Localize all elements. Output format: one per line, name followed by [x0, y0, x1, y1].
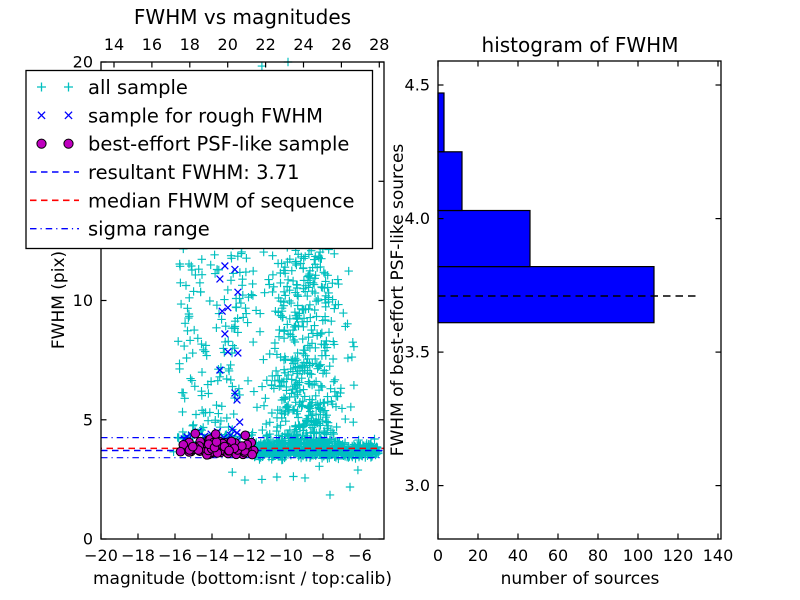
legend-label-rough-fwhm: sample for rough FWHM: [88, 104, 323, 127]
scatter-psf-like-sample: [175, 428, 259, 460]
tick-label: 4.0: [405, 209, 430, 228]
tick-label: 14: [104, 35, 124, 54]
psf-sample-marker: [188, 441, 198, 452]
tick-label: 20: [73, 53, 93, 72]
legend-label-sigma-range: sigma range: [88, 218, 210, 241]
axes-frame: [437, 60, 722, 540]
left-plot-title: FWHM vs magnitudes: [134, 5, 351, 29]
psf-sample-marker: [210, 429, 221, 439]
legend-circle-icon: [63, 138, 74, 149]
tick-label: 24: [293, 35, 313, 54]
all-sample-markers: [169, 57, 383, 500]
tick-label: −6: [348, 546, 372, 565]
tick-label: −20: [84, 546, 118, 565]
legend-frame: [25, 69, 374, 250]
legend-circle-icon: [36, 138, 47, 149]
histogram-xlabel: number of sources: [501, 569, 660, 589]
psf-sample-marker: [224, 445, 234, 456]
psf-sample-marker: [190, 428, 201, 439]
tick-label: 22: [255, 35, 275, 54]
tick-label: 5: [83, 410, 93, 429]
tick-label: 80: [588, 546, 608, 565]
tick-label: −18: [121, 546, 155, 565]
tick-label: 26: [331, 35, 351, 54]
tick-label: −8: [311, 546, 335, 565]
psf-sample-marker: [211, 437, 222, 447]
histogram-title: histogram of FWHM: [482, 33, 679, 57]
tick-label: 10: [73, 291, 93, 310]
tick-label: 3.0: [405, 476, 430, 495]
tick-label: 18: [180, 35, 200, 54]
legend-plus-icon: [37, 82, 46, 92]
histogram-bar: [437, 209, 531, 268]
tick-label: 0: [83, 530, 93, 549]
psf-sample-marker: [240, 430, 251, 441]
scatter-all-sample: [169, 57, 383, 500]
legend-x-icon: [37, 111, 46, 120]
tick-label: 140: [703, 546, 734, 565]
tick-label: 28: [369, 35, 389, 54]
left-plot-xlabel: magnitude (bottom:isnt / top:calib): [93, 569, 392, 589]
axes-frames-and-ticks: [100, 60, 722, 540]
tick-label: −16: [158, 546, 192, 565]
histogram-ylabel: FWHM of best-effort PSF-like sources: [388, 144, 408, 457]
legend-x-icon: [64, 111, 73, 120]
legend-label-all-sample: all sample: [88, 76, 188, 99]
psf-sample-marker: [247, 449, 257, 460]
histogram-bars: [437, 92, 655, 324]
histogram-bar: [437, 151, 463, 212]
tick-label: 4.5: [405, 76, 430, 95]
legend-label-median: median FHWM of sequence: [88, 189, 354, 212]
tick-label: 120: [663, 546, 694, 565]
tick-label: 100: [623, 546, 654, 565]
legend-labels: all sample sample for rough FWHM best-ef…: [88, 76, 354, 241]
tick-label: −10: [269, 546, 303, 565]
legend-plus-icon: [64, 82, 73, 92]
tick-label: −12: [232, 546, 266, 565]
tick-label: 60: [548, 546, 568, 565]
tick-label: 16: [142, 35, 162, 54]
tick-label: 3.5: [405, 343, 430, 362]
tick-label: 0: [433, 546, 443, 565]
tick-label: −14: [195, 546, 229, 565]
tick-label: 40: [508, 546, 528, 565]
legend-label-resultant: resultant FWHM: 3.71: [88, 161, 300, 184]
histogram-bar: [437, 266, 655, 324]
tick-label: 20: [218, 35, 238, 54]
left-plot-ylabel: FWHM (pix): [49, 251, 69, 349]
tick-label: 20: [468, 546, 488, 565]
legend-label-psf-sample: best-effort PSF-like sample: [88, 133, 349, 156]
psf-sample-marker: [175, 446, 186, 457]
legend-box: [25, 69, 374, 250]
histogram-bar: [437, 92, 445, 153]
